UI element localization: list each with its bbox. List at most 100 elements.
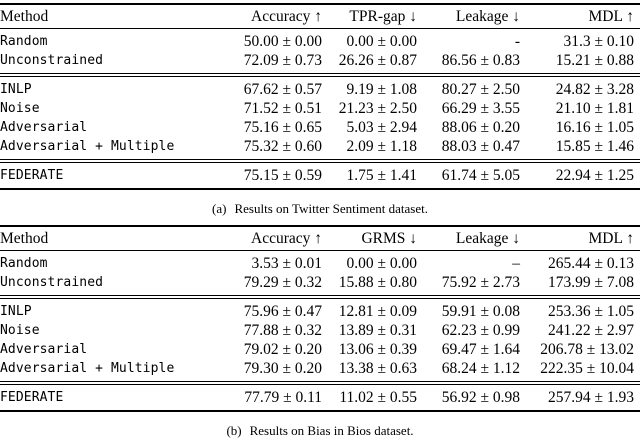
column-header-mdl: MDL ↑ [588,229,635,247]
table-b-section: Method Accuracy ↑ GRMS ↓ Leakage ↓ MDL ↑ Ran… [0,225,640,439]
value-cell: 5.03 ± 2.94 [346,118,417,136]
value-cell: 69.47 ± 1.64 [441,340,520,358]
table-b-caption: (b) Results on Bias in Bios dataset. [0,423,640,439]
results-table-twitter-sentiment: Method Accuracy ↑ TPR-gap ↓ Leakage ↓ MDL ↑ … [0,3,640,190]
method-cell: Adversarial + Multiple [0,361,175,376]
value-cell: 88.06 ± 0.20 [441,118,520,136]
caption-text: Results on Bias in Bios dataset. [249,423,414,438]
table-row: Noise 71.52 ± 0.51 21.23 ± 2.50 66.29 ± 3.5… [0,99,640,118]
value-cell: 31.3 ± 0.10 [563,32,634,50]
value-cell: 75.16 ± 0.65 [243,118,322,136]
value-cell: 75.96 ± 0.47 [243,302,322,320]
value-cell: 75.32 ± 0.60 [243,137,322,155]
table-a-section: Method Accuracy ↑ TPR-gap ↓ Leakage ↓ MDL ↑ … [0,3,640,217]
table-row: Noise 77.88 ± 0.32 13.89 ± 0.31 62.23 ± 0.9… [0,321,640,340]
column-header-accuracy: Accuracy ↑ [251,229,322,247]
table-row: Adversarial + Multiple 75.32 ± 0.60 2.09 ±… [0,137,640,161]
method-cell: Random [0,256,48,271]
value-cell: 24.82 ± 3.28 [555,80,634,98]
value-cell: 86.56 ± 0.83 [441,51,520,69]
table-row: Random 3.53 ± 0.01 0.00 ± 0.00 – 265.44 ± 0.… [0,251,640,274]
value-cell: 12.81 ± 0.09 [338,302,417,320]
value-cell: 15.21 ± 0.88 [555,51,634,69]
column-header-leakage: Leakage ↓ [455,7,520,25]
value-cell: 3.53 ± 0.01 [251,254,322,272]
value-cell: 66.29 ± 3.55 [441,99,520,117]
table-row: FEDERATE 75.15 ± 0.59 1.75 ± 1.41 61.74 ± 5… [0,161,640,189]
method-cell: FEDERATE [0,168,64,183]
column-header-method: Method [0,7,49,25]
value-cell: 11.02 ± 0.55 [339,388,417,406]
method-cell: Adversarial + Multiple [0,139,175,154]
method-cell: FEDERATE [0,390,64,405]
value-cell: 61.74 ± 5.05 [441,166,520,184]
value-cell: 56.92 ± 0.98 [441,388,520,406]
value-cell: 88.03 ± 0.47 [441,137,520,155]
header-row: Method Accuracy ↑ GRMS ↓ Leakage ↓ MDL ↑ [0,226,640,251]
value-cell: 2.09 ± 1.18 [346,137,417,155]
column-header-leakage: Leakage ↓ [455,229,520,247]
value-cell: 241.22 ± 2.97 [547,321,634,339]
method-cell: Adversarial [0,120,88,135]
value-cell: 77.88 ± 0.32 [243,321,322,339]
value-cell: 15.88 ± 0.80 [338,273,417,291]
value-cell: 26.26 ± 0.87 [338,51,417,69]
table-row: Adversarial + Multiple 79.30 ± 0.20 13.38 … [0,359,640,383]
value-cell: 9.19 ± 1.08 [346,80,417,98]
row-group: FEDERATE 77.79 ± 0.11 11.02 ± 0.55 56.92 ± … [0,383,640,411]
value-cell: 75.92 ± 2.73 [441,273,520,291]
table-row: Random 50.00 ± 0.00 0.00 ± 0.00 - 31.3 ± 0.1… [0,29,640,52]
value-cell: 80.27 ± 2.50 [441,80,520,98]
column-header-tpr-gap: TPR-gap ↓ [349,7,417,25]
value-cell: 50.00 ± 0.00 [243,32,322,50]
value-cell: 206.78 ± 13.02 [540,340,634,358]
value-cell: – [512,254,520,272]
value-cell: 265.44 ± 0.13 [547,254,634,272]
row-group: INLP 75.96 ± 0.47 12.81 ± 0.09 59.91 ± 0.08… [0,297,640,383]
value-cell: 79.02 ± 0.20 [243,340,322,358]
value-cell: 71.52 ± 0.51 [243,99,322,117]
column-header-grms: GRMS ↓ [361,229,417,247]
table-row: Adversarial 79.02 ± 0.20 13.06 ± 0.39 69.47… [0,340,640,359]
row-group: Random 3.53 ± 0.01 0.00 ± 0.00 – 265.44 ± 0.… [0,251,640,297]
value-cell: 21.23 ± 2.50 [338,99,417,117]
table-row: INLP 67.62 ± 0.57 9.19 ± 1.08 80.27 ± 2.50 2… [0,75,640,99]
caption-text: Results on Twitter Sentiment dataset. [234,201,428,216]
value-cell: - [514,32,520,50]
method-cell: Unconstrained [0,275,104,290]
row-group: Random 50.00 ± 0.00 0.00 ± 0.00 - 31.3 ± 0.1… [0,29,640,75]
value-cell: 16.16 ± 1.05 [555,118,634,136]
value-cell: 15.85 ± 1.46 [555,137,634,155]
value-cell: 0.00 ± 0.00 [346,32,417,50]
value-cell: 173.99 ± 7.08 [547,273,634,291]
method-cell: Noise [0,101,40,116]
value-cell: 21.10 ± 1.81 [555,99,634,117]
method-cell: Noise [0,323,40,338]
method-cell: INLP [0,304,32,319]
method-cell: Unconstrained [0,53,104,68]
value-cell: 0.00 ± 0.00 [346,254,417,272]
caption-label: (a) [212,201,227,216]
header-row: Method Accuracy ↑ TPR-gap ↓ Leakage ↓ MDL ↑ [0,4,640,29]
method-cell: INLP [0,82,32,97]
value-cell: 13.06 ± 0.39 [338,340,417,358]
caption-label: (b) [226,423,242,438]
table-row: INLP 75.96 ± 0.47 12.81 ± 0.09 59.91 ± 0.08… [0,297,640,321]
value-cell: 222.35 ± 10.04 [540,359,634,377]
value-cell: 72.09 ± 0.73 [243,51,322,69]
value-cell: 22.94 ± 1.25 [555,166,634,184]
value-cell: 13.89 ± 0.31 [338,321,417,339]
method-cell: Adversarial [0,342,88,357]
column-header-mdl: MDL ↑ [588,7,635,25]
table-row: FEDERATE 77.79 ± 0.11 11.02 ± 0.55 56.92 ± … [0,383,640,411]
table-row: Adversarial 75.16 ± 0.65 5.03 ± 2.94 88.06 … [0,118,640,137]
value-cell: 257.94 ± 1.93 [547,388,634,406]
value-cell: 68.24 ± 1.12 [441,359,520,377]
results-table-bias-in-bios: Method Accuracy ↑ GRMS ↓ Leakage ↓ MDL ↑ Ran… [0,225,640,412]
value-cell: 1.75 ± 1.41 [346,166,417,184]
value-cell: 13.38 ± 0.63 [338,359,417,377]
value-cell: 62.23 ± 0.99 [441,321,520,339]
table-row: Unconstrained 79.29 ± 0.32 15.88 ± 0.80 75.… [0,273,640,297]
table-row: Unconstrained 72.09 ± 0.73 26.26 ± 0.87 86.… [0,51,640,75]
